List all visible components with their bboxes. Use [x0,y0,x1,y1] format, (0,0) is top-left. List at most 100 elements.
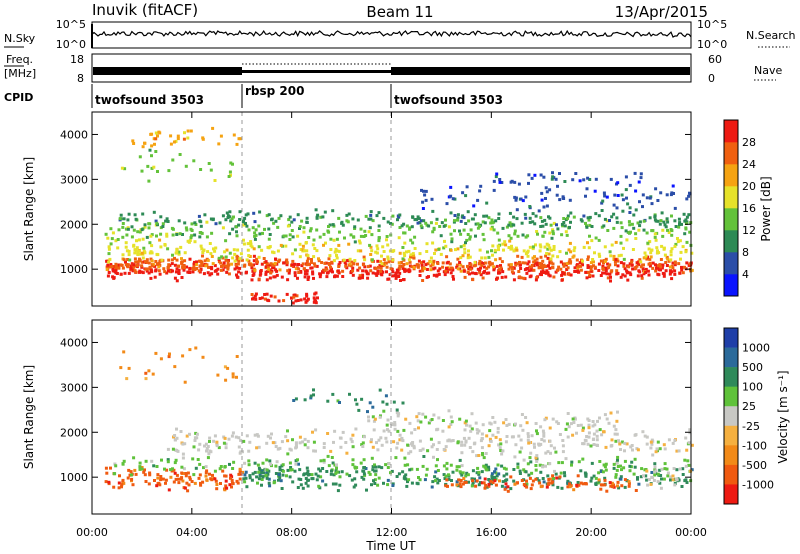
scatter-cell [126,226,130,230]
scatter-cell [526,432,530,436]
scatter-cell [311,270,315,274]
scatter-cell [407,478,411,482]
scatter-cell [600,209,604,212]
scatter-cell [131,483,135,487]
scatter-cell [513,180,517,184]
scatter-cell [239,137,243,141]
scatter-cell [350,440,354,444]
scatter-cell [177,219,181,223]
scatter-cell [266,269,270,273]
scatter-cell [188,267,192,271]
scatter-cell [478,271,482,275]
scatter-cell [441,265,445,269]
scatter-cell [677,217,681,221]
scatter-cell [482,214,486,218]
scatter-cell [564,427,568,431]
scatter-cell [685,215,689,219]
scatter-cell [215,444,219,448]
scatter-cell [293,274,297,278]
power-scatter [104,126,694,305]
scatter-cell [432,413,436,417]
scatter-cell [348,262,352,266]
scatter-cell [368,243,372,247]
scatter-cell [624,175,628,179]
scatter-cell [312,449,316,453]
scatter-cell [319,272,323,276]
scatter-cell [497,443,501,447]
scatter-cell [408,264,412,268]
scatter-cell [141,271,145,275]
scatter-cell [539,245,543,249]
scatter-cell [642,256,646,260]
scatter-cell [188,475,192,479]
scatter-cell [252,247,256,251]
scatter-cell [237,223,241,227]
scatter-cell [258,210,262,214]
scatter-cell [368,264,372,268]
scatter-cell [669,193,673,197]
scatter-cell [261,475,265,479]
scatter-cell [230,262,234,266]
scatter-cell [673,483,677,487]
scatter-cell [437,416,441,420]
scatter-cell [622,246,625,250]
scatter-cell [478,262,482,266]
scatter-cell [109,466,112,470]
scatter-cell [397,267,401,271]
scatter-cell [481,453,485,457]
scatter-cell [206,250,210,254]
scatter-cell [348,392,351,396]
scatter-cell [563,224,567,228]
scatter-cell [177,477,181,481]
scatter-cell [663,462,667,466]
scatter-cell [341,223,345,227]
scatter-cell [612,226,616,230]
scatter-cell [599,470,603,473]
scatter-cell [595,429,599,433]
scatter-cell [442,448,446,451]
scatter-cell [421,447,425,451]
scatter-cell [362,477,366,481]
scatter-cell [374,267,378,271]
scatter-cell [398,271,402,275]
scatter-cell [305,263,309,267]
scatter-cell [449,248,453,252]
scatter-cell [397,275,401,278]
scatter-cell [165,232,169,236]
scatter-cell [154,268,158,272]
scatter-cell [536,232,539,236]
scatter-cell [153,275,157,279]
scatter-cell [321,467,325,470]
scatter-cell [481,220,485,224]
scatter-cell [491,416,495,419]
scatter-cell [591,420,595,423]
scatter-cell [471,481,475,484]
scatter-cell [231,431,235,435]
scatter-cell [628,223,632,227]
scatter-cell [531,245,535,249]
scatter-cell [145,269,149,273]
scatter-cell [394,274,398,278]
scatter-cell [219,268,223,272]
scatter-cell [677,262,681,266]
x-axis-label: Time UT [365,539,416,553]
scatter-cell [422,455,426,458]
scatter-cell [614,475,618,479]
scatter-cell [650,438,654,442]
scatter-cell [230,478,234,482]
scatter-cell [429,221,433,225]
colorbar-tick-label: -25 [742,420,760,433]
scatter-cell [173,263,177,267]
scatter-cell [653,462,657,466]
scatter-cell [678,223,681,226]
scatter-cell [640,274,644,278]
scatter-cell [385,423,389,427]
scatter-cell [483,221,487,225]
scatter-cell [638,258,642,262]
scatter-cell [214,222,218,226]
scatter-cell [180,257,183,261]
scatter-cell [517,270,521,273]
scatter-cell [615,216,619,220]
scatter-cell [591,274,595,278]
scatter-cell [334,482,338,486]
